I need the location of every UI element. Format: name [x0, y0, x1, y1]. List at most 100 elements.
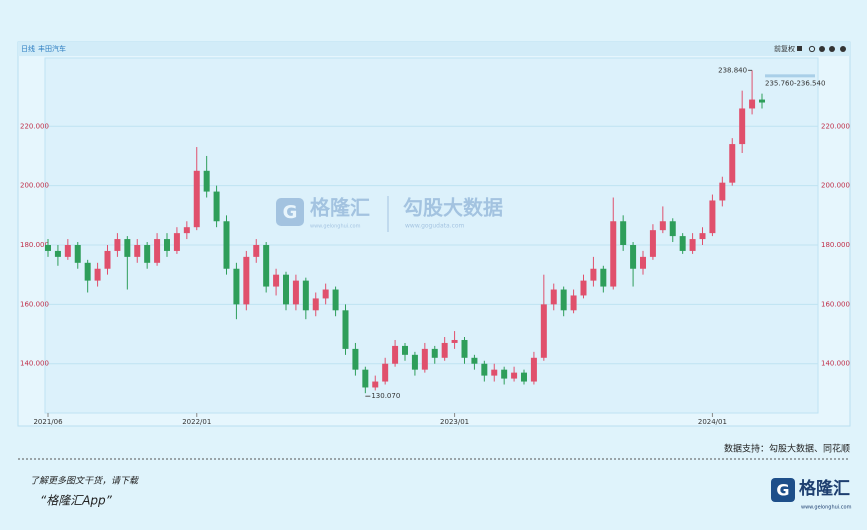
candle-body [273, 274, 280, 287]
candle-body [104, 250, 111, 269]
candle-body [302, 280, 309, 311]
candle-body [342, 310, 349, 349]
y2-tick-label: 220.000 [821, 122, 850, 130]
x-tick-label: 2024/01 [698, 418, 727, 426]
candle-body [749, 99, 756, 109]
candle-body [511, 372, 518, 379]
candle-body [183, 227, 190, 234]
candle-body [451, 339, 458, 343]
logo-text: 格隆汇 [799, 478, 850, 499]
candle-body [481, 363, 488, 376]
candle-body [292, 280, 299, 305]
candle-body [600, 268, 607, 287]
candle-body [382, 363, 389, 382]
candle-body [203, 170, 210, 192]
candle-body [550, 289, 557, 305]
candle-body [421, 348, 428, 370]
candle-body [332, 289, 339, 311]
candle-body [441, 342, 448, 358]
candle-body [431, 348, 438, 358]
y2-tick-label: 180.000 [821, 241, 850, 249]
y-tick-label: 140.000 [20, 360, 49, 368]
candle-body [312, 298, 319, 311]
candle-body [610, 221, 617, 287]
candle-body [124, 239, 131, 257]
candle-body [362, 369, 369, 388]
candle-body [213, 191, 220, 222]
last-range-band [765, 74, 815, 78]
candle-body [263, 244, 270, 287]
y2-tick-label: 140.000 [821, 360, 850, 368]
source: 数据支持：勾股大数据、同花顺 [724, 443, 850, 455]
candle-body [699, 233, 706, 240]
y-tick-label: 200.000 [20, 182, 49, 190]
icon-lock[interactable] [797, 46, 802, 51]
y-tick-label: 180.000 [20, 241, 49, 249]
candle-body [193, 170, 200, 228]
candle-body [630, 244, 637, 269]
candle-body [471, 357, 478, 364]
candle-body [164, 239, 170, 251]
app-name: “格隆汇App” [40, 494, 113, 508]
stock-name: 丰田汽车 [38, 44, 66, 53]
candle-body [94, 268, 101, 281]
max-label: 238.840 [718, 66, 747, 74]
x-tick-label: 2021/06 [33, 418, 63, 426]
x-tick-label: 2022/01 [182, 418, 211, 426]
icon-zoom-out[interactable] [829, 46, 835, 52]
candle-body [669, 221, 676, 237]
candle-body [352, 348, 359, 370]
y2-tick-label: 200.000 [821, 182, 850, 190]
watermark-brand: 格隆汇 [310, 196, 370, 220]
y2-tick-label: 160.000 [821, 300, 850, 308]
candle-body [709, 200, 716, 234]
period[interactable]: 日线 [21, 44, 35, 53]
candle-body [719, 182, 726, 201]
candle-body [223, 221, 230, 269]
candle-body [322, 289, 329, 299]
candle-body [243, 256, 250, 305]
plot-area [44, 57, 819, 414]
watermark-logo [276, 198, 304, 226]
icon-zoom-in[interactable] [819, 46, 825, 52]
candle-body [74, 244, 81, 263]
candle-body [372, 381, 379, 388]
logo-g: G [776, 481, 789, 500]
logo-mark [771, 478, 795, 502]
candle-body [729, 144, 736, 183]
candle-body [560, 289, 567, 311]
adjust[interactable]: 前复权 [774, 44, 795, 53]
candle-body [689, 239, 696, 251]
candle-body [620, 221, 627, 245]
candle-body [45, 244, 51, 251]
promo: 了解更多图文干货，请下载 [30, 476, 139, 487]
y-tick-label: 220.000 [20, 122, 49, 130]
watermark: G 格隆汇 www.gelonghui.com 勾股大数据 www.goguda… [276, 196, 503, 232]
candle-body [134, 244, 141, 257]
candle-body [491, 369, 498, 376]
candle-body [679, 236, 686, 251]
candle-body [392, 345, 399, 364]
candle-body [501, 369, 508, 379]
candle-body [759, 99, 765, 103]
toolbar-icons[interactable] [797, 45, 846, 53]
candle-body [590, 268, 597, 281]
candle-body [114, 239, 121, 251]
watermark-g: G [283, 202, 298, 223]
icon-settings[interactable] [840, 46, 846, 52]
candle-body [649, 230, 656, 257]
x-tick-label: 2023/01 [440, 418, 469, 426]
watermark-url: www.gelonghui.com [310, 224, 361, 230]
candle-body [84, 262, 91, 281]
watermark-data: 勾股大数据 [403, 196, 503, 220]
icon-reset[interactable] [808, 45, 816, 53]
candle-body [521, 372, 527, 382]
candle-body [64, 244, 71, 257]
last-range-label: 235.760-236.540 [765, 79, 825, 87]
candle-body [283, 274, 289, 305]
candle-body [540, 304, 547, 358]
candle-body [411, 354, 418, 370]
candle-body [173, 233, 180, 251]
candle-body [154, 239, 161, 263]
